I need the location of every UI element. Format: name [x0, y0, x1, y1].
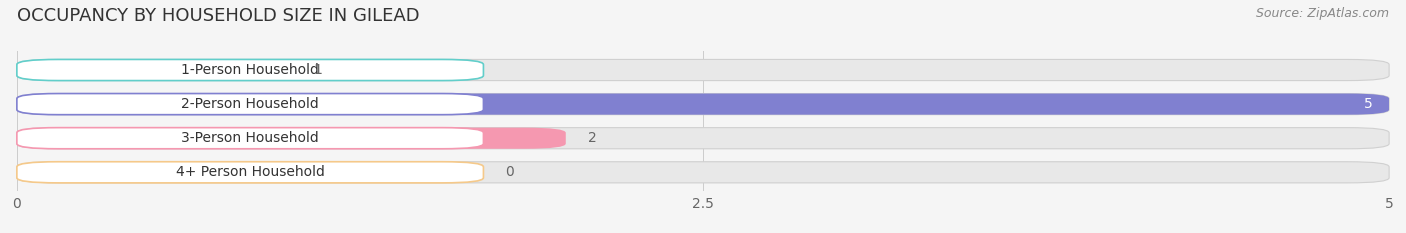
Text: 1-Person Household: 1-Person Household	[181, 63, 319, 77]
Text: 3-Person Household: 3-Person Household	[181, 131, 319, 145]
FancyBboxPatch shape	[17, 59, 291, 81]
FancyBboxPatch shape	[17, 128, 484, 149]
FancyBboxPatch shape	[17, 93, 1389, 115]
FancyBboxPatch shape	[17, 128, 565, 149]
FancyBboxPatch shape	[17, 128, 1389, 149]
FancyBboxPatch shape	[17, 162, 484, 183]
FancyBboxPatch shape	[17, 59, 484, 81]
Text: 2-Person Household: 2-Person Household	[181, 97, 319, 111]
FancyBboxPatch shape	[17, 93, 484, 115]
FancyBboxPatch shape	[17, 93, 1389, 115]
Text: OCCUPANCY BY HOUSEHOLD SIZE IN GILEAD: OCCUPANCY BY HOUSEHOLD SIZE IN GILEAD	[17, 7, 419, 25]
Text: Source: ZipAtlas.com: Source: ZipAtlas.com	[1256, 7, 1389, 20]
FancyBboxPatch shape	[17, 162, 1389, 183]
Text: 0: 0	[505, 165, 515, 179]
Text: 1: 1	[314, 63, 322, 77]
Text: 5: 5	[1364, 97, 1372, 111]
Text: 4+ Person Household: 4+ Person Household	[176, 165, 325, 179]
FancyBboxPatch shape	[17, 59, 1389, 81]
Text: 2: 2	[588, 131, 596, 145]
